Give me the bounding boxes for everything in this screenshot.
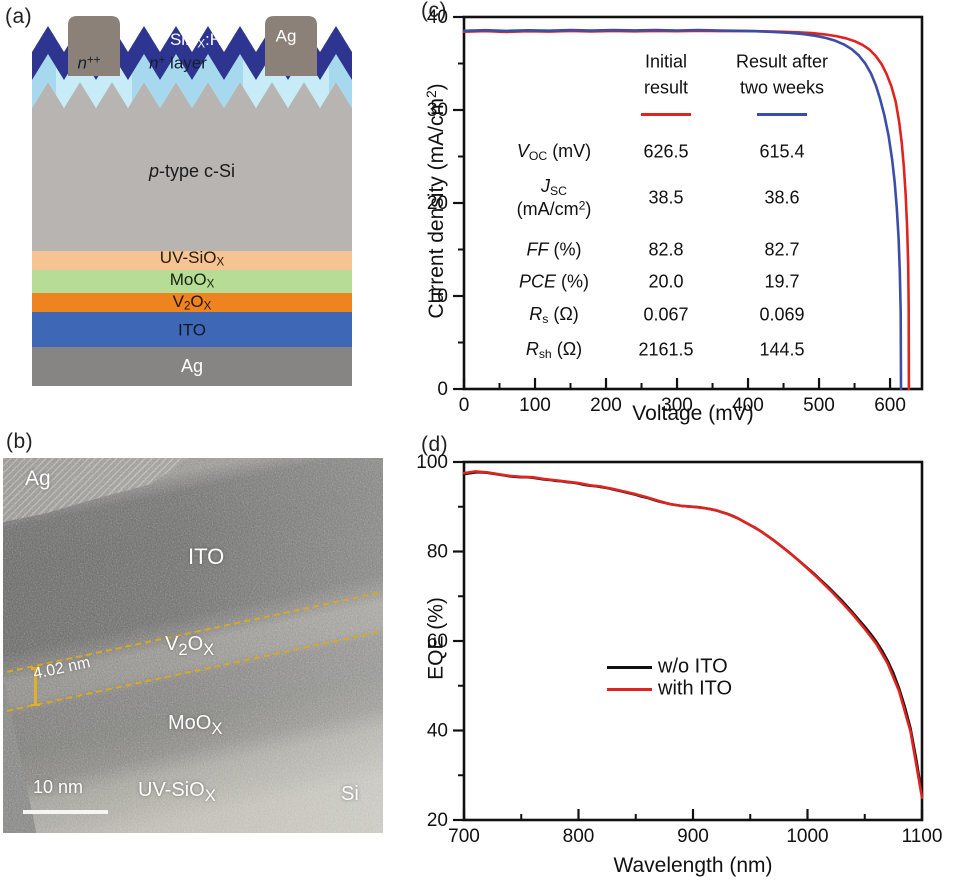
eqe-legend-line-0 (607, 665, 652, 669)
table-row-label: JSC (541, 175, 567, 198)
jv-x-axis-title: Voltage (mV) (632, 402, 754, 425)
scalebar-line (23, 810, 108, 814)
layer-label-npp: n++ (77, 53, 101, 73)
eqe-legend-line-1 (607, 687, 652, 691)
table-value-after: 19.7 (764, 271, 800, 292)
table-row-label: (mA/cm2) (516, 198, 592, 219)
table-row-label: Rsh (Ω) (525, 338, 583, 361)
eqe-x-axis-title: Wavelength (nm) (613, 854, 773, 877)
jv-chart-x-tick-label: 600 (874, 395, 906, 416)
layer-label-v2ox: V2OX (172, 291, 212, 313)
table-header-after: Result after (735, 51, 829, 72)
jv-y-axis-title: Current density (mA/cm2) (423, 83, 448, 319)
jv-chart: 0 100 200 300 400 500 600 0 10 20 30 40 (427, 7, 924, 416)
layer-label-ag-bottom: Ag (180, 356, 204, 376)
panel-b-letter: (b) (6, 430, 34, 453)
layer-label-ito: ITO (177, 320, 207, 340)
tem-label-ag: Ag (25, 467, 51, 490)
jv-chart-x-tick-label: 300 (661, 395, 693, 416)
jv-chart-curve-1 (462, 28, 903, 391)
table-value-initial: 2161.5 (638, 339, 694, 360)
jv-chart-x-tick-label: 200 (590, 395, 622, 416)
tem-label-ito: ITO (188, 544, 225, 569)
tem-label-si: Si (341, 783, 359, 805)
panel-c-letter: (c) (421, 0, 447, 22)
eqe-legend-label-0: w/o ITO (658, 655, 728, 678)
device-schematic: SiNX:H Ag n++ n+ layer p-type c-Si UV-Si… (0, 0, 420, 430)
layer-label-nplus: n+ layer (149, 53, 207, 73)
table-value-initial: 20.0 (648, 271, 684, 292)
table-row-label: PCE (%) (518, 271, 590, 292)
ag-rear-layer (32, 347, 352, 386)
eqe-chart-x-tick-label: 1100 (902, 826, 943, 847)
eqe-chart-curve-1 (462, 470, 924, 799)
eqe-chart-y-tick-label: 60 (427, 631, 448, 652)
tem-label-moox: MoOX (168, 712, 223, 738)
moox-layer (32, 270, 352, 293)
ag-finger-contact-left (68, 16, 120, 76)
ag-finger-contact-right (265, 16, 317, 76)
table-row-label: VOC (mV) (516, 140, 592, 163)
tem-image: Ag ITO V2OX 4.02 nm MoOX UV-SiOX Si 10 n… (3, 458, 383, 833)
table-row-label: FF (%) (526, 239, 582, 260)
eqe-chart-x-tick-label: 800 (563, 826, 595, 847)
table-value-after: 144.5 (759, 339, 805, 360)
jv-chart-y-tick-label: 0 (437, 379, 448, 400)
eqe-chart-curve-0 (462, 470, 924, 797)
eqe-chart-y-tick-label: 80 (427, 542, 448, 563)
panel-a-letter: (a) (5, 5, 33, 28)
eqe-legend-label-1: with ITO (658, 677, 733, 700)
eqe-chart-x-tick-label: 1000 (786, 826, 828, 847)
jv-chart-x-tick-label: 500 (803, 395, 835, 416)
eqe-chart-y-tick-label: 40 (427, 721, 448, 742)
uvsiox-layer (32, 251, 352, 270)
tem-label-uvsiox: UV-SiOX (138, 779, 216, 805)
table-value-initial: 82.8 (648, 239, 684, 260)
top-contact-ag-label: Ag (275, 26, 297, 46)
table-header-initial: Initial (644, 51, 688, 72)
panel-d-letter: (d) (421, 433, 449, 456)
jv-chart-x-tick-label: 0 (459, 395, 470, 416)
table-value-initial: 0.067 (643, 304, 689, 325)
eqe-chart: 700 800 900 1000 1100 20 40 60 80 100 (416, 452, 942, 847)
layer-label-ptype-csi: p-type c-Si (148, 161, 236, 181)
jv-chart-y-tick-label: 30 (427, 100, 448, 121)
table-header-after: two weeks (739, 77, 825, 98)
eqe-chart-y-tick-label: 100 (416, 452, 448, 473)
v2ox-layer (32, 293, 352, 312)
table-value-after: 0.069 (759, 304, 805, 325)
table-value-initial: 626.5 (643, 141, 689, 162)
jv-chart-y-tick-label: 10 (427, 286, 448, 307)
table-header-initial: result (643, 77, 689, 98)
legend-line-initial (641, 113, 691, 116)
table-value-after: 38.6 (764, 187, 800, 208)
eqe-chart-x-tick-label: 700 (448, 826, 480, 847)
legend-line-after (757, 113, 807, 116)
eqe-y-axis-title: EQE (%) (424, 597, 448, 680)
tem-label-v2ox: V2OX (165, 633, 215, 659)
layer-label-moox: MoOX (169, 269, 215, 291)
ito-layer (32, 312, 352, 347)
jv-chart-x-tick-label: 100 (519, 395, 551, 416)
eqe-chart-x-tick-label: 900 (677, 826, 709, 847)
jv-chart-y-tick-label: 40 (427, 7, 448, 28)
eqe-chart-frame (462, 460, 924, 822)
eqe-chart-y-tick-label: 20 (427, 810, 448, 831)
device-schematic-canvas (32, 16, 352, 386)
table-row-label: Rs (Ω) (529, 303, 579, 326)
jv-chart-x-tick-label: 400 (732, 395, 764, 416)
layer-label-uvsiox: UV-SiOX (159, 247, 225, 269)
table-value-after: 615.4 (759, 141, 805, 162)
table-value-after: 82.7 (764, 239, 800, 260)
p-type-csi-region (32, 82, 352, 251)
thickness-measure-bracket (31, 667, 40, 706)
layer-label-sinxh: SiNX:H (169, 29, 223, 51)
table-value-initial: 38.5 (648, 187, 684, 208)
jv-chart-y-tick-label: 20 (427, 193, 448, 214)
tem-grain-texture (3, 458, 383, 833)
scalebar-label: 10 nm (33, 777, 84, 797)
